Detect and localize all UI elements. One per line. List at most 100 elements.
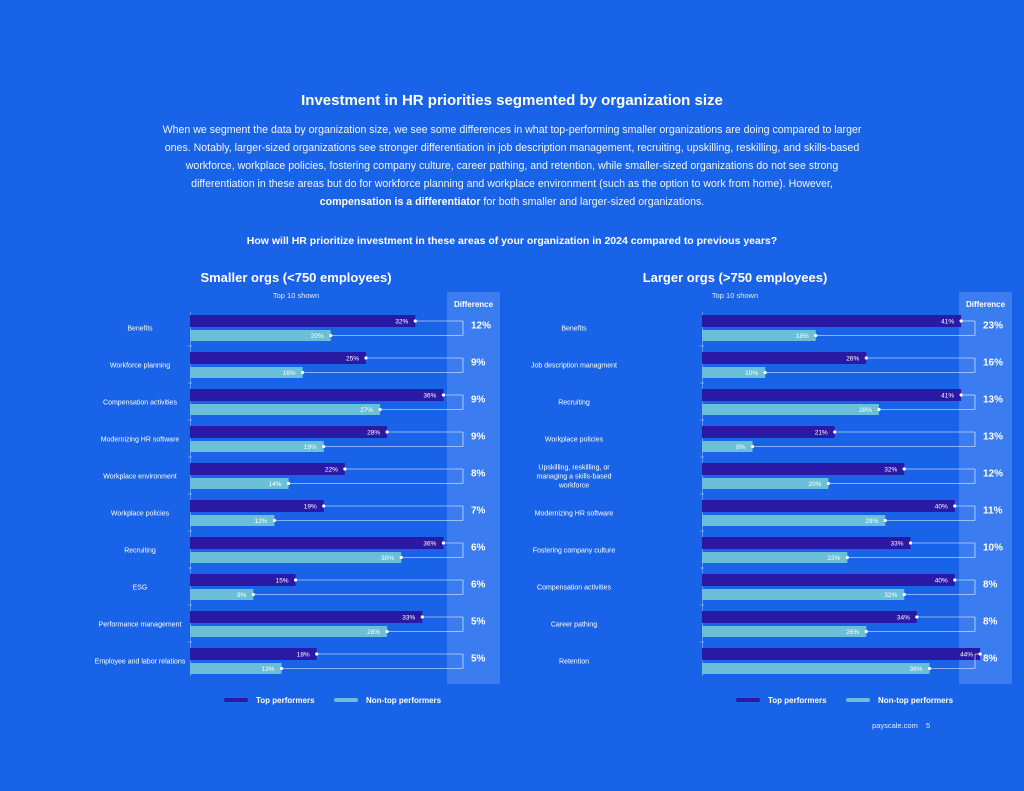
large-value-nontop: 29% — [865, 518, 878, 525]
small-value-nontop: 30% — [381, 555, 394, 562]
small-dot-nontop — [399, 555, 403, 560]
small-category-label: Modernizing HR software — [101, 437, 180, 444]
large-value-nontop: 32% — [884, 592, 897, 599]
small-bar-nontop — [190, 404, 381, 415]
large-value-top: 34% — [897, 615, 910, 622]
large-category-label: Career pathing — [551, 622, 597, 629]
small-category-label: ESG — [133, 585, 148, 592]
small-category-label: Compensation activities — [103, 400, 177, 407]
smaller-orgs-subtitle: Top 10 shown — [272, 291, 320, 300]
large-dot-nontop — [877, 407, 881, 412]
small-bar-nontop — [190, 367, 303, 378]
small-difference-column — [447, 292, 500, 684]
small-bar-nontop — [190, 478, 289, 489]
large-value-top: 26% — [846, 356, 859, 363]
small-dot-nontop — [301, 370, 305, 375]
small-bar-top — [190, 352, 366, 364]
large-legend-label-top: Top performers — [768, 696, 827, 705]
large-dot-nontop — [902, 592, 906, 597]
small-dot-top — [343, 467, 347, 471]
small-value-nontop: 27% — [360, 407, 373, 414]
small-value-nontop: 19% — [304, 444, 317, 451]
large-bar-nontop — [702, 441, 753, 452]
small-bar-top — [190, 426, 388, 438]
small-value-nontop: 28% — [367, 629, 380, 636]
small-dot-top — [364, 356, 368, 360]
small-bar-top — [190, 611, 423, 623]
small-value-nontop: 9% — [237, 592, 247, 599]
small-difference-value: 6% — [471, 580, 486, 591]
large-difference-value: 16% — [983, 358, 1003, 369]
large-dot-nontop — [864, 629, 868, 634]
large-difference-header: Difference — [966, 300, 1006, 309]
large-dot-top — [953, 578, 957, 582]
larger-orgs-subtitle: Top 10 shown — [711, 291, 759, 300]
large-bar-nontop — [702, 404, 879, 415]
large-dot-nontop — [750, 444, 755, 449]
small-value-top: 28% — [367, 430, 380, 437]
small-bar-top — [190, 648, 317, 660]
large-value-nontop: 23% — [827, 555, 840, 562]
large-bar-nontop — [702, 663, 930, 674]
small-value-nontop: 20% — [311, 333, 324, 340]
large-difference-value: 8% — [983, 654, 998, 665]
small-dot-top — [420, 615, 424, 619]
large-value-nontop: 26% — [846, 629, 859, 636]
large-difference-value: 13% — [983, 395, 1003, 406]
large-dot-nontop — [814, 333, 818, 338]
intro-paragraph: When we segment the data by organization… — [160, 121, 864, 211]
large-legend-label-nontop: Non-top performers — [878, 696, 954, 705]
smaller-orgs-title: Smaller orgs (<750 employees) — [200, 270, 392, 285]
small-dot-nontop — [251, 592, 255, 597]
small-category-label: Workplace policies — [111, 511, 170, 518]
small-category-label: Employee and labor relations — [95, 659, 186, 666]
small-legend-swatch-nontop — [334, 698, 358, 702]
large-value-nontop: 8% — [736, 444, 746, 451]
large-value-top: 41% — [941, 319, 954, 326]
small-value-top: 19% — [304, 504, 317, 511]
large-category-label: Recruiting — [558, 400, 590, 407]
small-value-nontop: 14% — [269, 481, 282, 488]
large-bar-top — [702, 500, 955, 512]
small-value-nontop: 16% — [283, 370, 296, 377]
survey-question: How will HR prioritize investment in the… — [246, 235, 778, 247]
small-bar-nontop — [190, 626, 388, 637]
large-value-top: 41% — [941, 393, 954, 400]
small-difference-value: 8% — [471, 469, 486, 480]
small-dot-top — [315, 652, 319, 656]
large-difference-value: 8% — [983, 580, 998, 591]
large-dot-top — [915, 615, 919, 619]
small-dot-top — [413, 319, 417, 323]
small-difference-header: Difference — [454, 300, 494, 309]
large-difference-value: 8% — [983, 617, 998, 628]
large-bar-top — [702, 463, 905, 475]
small-dot-top — [294, 578, 298, 582]
small-value-top: 22% — [325, 467, 338, 474]
small-bar-top — [190, 537, 444, 549]
large-bar-top — [702, 574, 955, 586]
small-value-top: 33% — [402, 615, 415, 622]
small-difference-value: 9% — [471, 358, 486, 369]
large-category-label: Workplace policies — [545, 437, 604, 444]
large-difference-value: 13% — [983, 432, 1003, 443]
small-dot-top — [441, 393, 446, 397]
large-dot-top — [959, 319, 963, 323]
small-dot-top — [441, 541, 446, 545]
large-bar-top — [702, 352, 867, 364]
large-value-nontop: 10% — [745, 370, 758, 377]
large-bar-nontop — [702, 626, 867, 637]
small-value-top: 36% — [423, 393, 436, 400]
large-bar-top — [702, 537, 911, 549]
footer-site: payscale.com — [872, 721, 918, 730]
large-bar-nontop — [702, 330, 816, 341]
small-bar-top — [190, 389, 444, 401]
large-dot-top — [959, 393, 963, 397]
page-title: Investment in HR priorities segmented by… — [301, 92, 723, 109]
large-dot-top — [833, 430, 837, 434]
large-bar-nontop — [702, 478, 829, 489]
small-dot-nontop — [286, 481, 291, 486]
intro-text-2: for both smaller and larger-sized organi… — [480, 196, 705, 208]
large-category-label: Job description managment — [531, 363, 617, 370]
small-dot-top — [322, 504, 326, 508]
small-bar-top — [190, 315, 416, 327]
